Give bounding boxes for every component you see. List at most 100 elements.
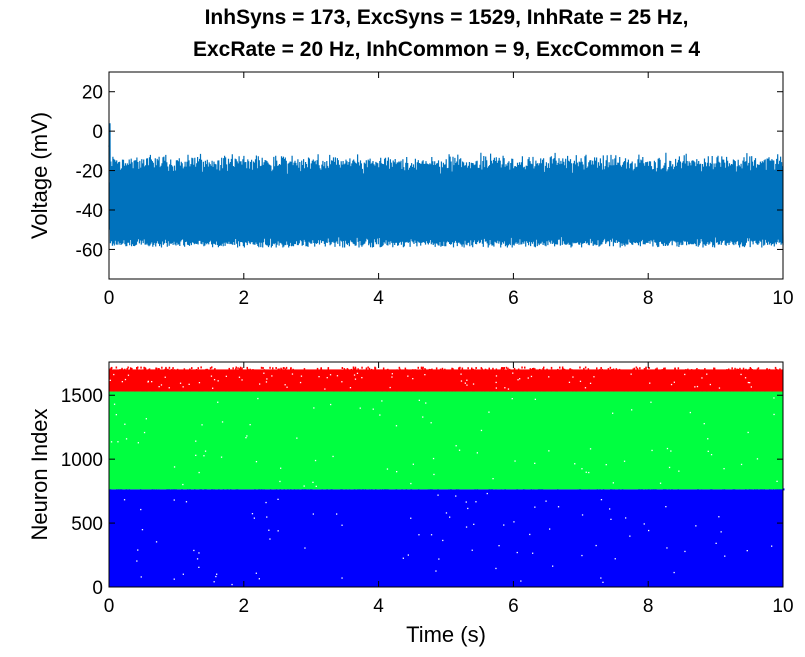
spike-gap (602, 581, 604, 583)
spike-gap (568, 381, 571, 383)
spike-gap (336, 375, 339, 377)
spike-dot (706, 390, 708, 393)
spike-dot (327, 367, 329, 370)
spike-gap (517, 379, 519, 381)
spike-dot (495, 390, 497, 393)
spike-gap (271, 375, 273, 377)
spike-dot (346, 368, 349, 371)
spike-dot (301, 488, 304, 491)
spike-dot (275, 367, 277, 369)
spike-gap (268, 529, 270, 531)
spike-gap (643, 523, 645, 525)
spike-gap (519, 378, 521, 380)
y-tick-label: 0 (92, 578, 103, 599)
spike-dot (228, 367, 230, 370)
spike-gap (216, 573, 218, 575)
spike-dot (526, 390, 528, 393)
figure-title-line-1: InhSyns = 173, ExcSyns = 1529, InhRate =… (204, 6, 689, 29)
spike-gap (684, 550, 686, 553)
spike-gap (600, 577, 602, 579)
x-tick-label: 6 (508, 596, 519, 617)
spike-dot (700, 489, 703, 492)
spike-dot (396, 369, 398, 372)
spike-dot (404, 369, 407, 372)
spike-dot (369, 489, 371, 492)
spike-dot (517, 368, 520, 371)
spike-gap (241, 379, 243, 381)
spike-dot (269, 488, 272, 491)
spike-gap (389, 386, 391, 389)
spike-gap (137, 549, 139, 551)
spike-gap (504, 387, 506, 389)
spike-dot (656, 369, 658, 372)
spike-dot (679, 391, 682, 394)
spike-dot (728, 368, 730, 371)
spike-gap (424, 374, 426, 376)
spike-dot (457, 489, 460, 492)
spike-dot (452, 368, 454, 371)
spike-dot (119, 369, 121, 372)
y-axis-label: Voltage (mV) (27, 112, 52, 239)
spike-gap (631, 409, 633, 411)
spike-dot (414, 369, 416, 372)
spike-dot (232, 367, 234, 370)
spike-gap (137, 442, 139, 444)
spike-gap (430, 534, 433, 536)
spike-dot (643, 368, 646, 371)
spike-gap (198, 382, 201, 384)
spike-gap (136, 560, 138, 562)
spike-dot (175, 488, 177, 491)
spike-gap (196, 558, 199, 560)
spike-dot (698, 369, 700, 372)
spike-gap (324, 388, 326, 390)
spike-dot (641, 488, 643, 491)
spike-dot (213, 489, 216, 492)
spike-dot (529, 368, 531, 371)
spike-dot (713, 391, 716, 393)
spike-dot (474, 369, 476, 372)
x-tick-label: 0 (104, 288, 115, 309)
spike-gap (750, 386, 752, 388)
spike-dot (508, 368, 511, 371)
spike-gap (610, 518, 612, 520)
spike-gap (213, 379, 216, 381)
spike-gap (432, 457, 435, 460)
spike-gap (724, 555, 726, 557)
spike-gap (245, 437, 247, 439)
spike-gap (472, 383, 475, 385)
spike-dot (115, 366, 118, 369)
spike-gap (572, 376, 574, 378)
spike-gap (534, 462, 536, 464)
spike-gap (445, 512, 448, 514)
spike-dot (211, 488, 213, 491)
spike-dot (761, 488, 763, 491)
spike-gap (513, 521, 515, 523)
spike-dot (155, 367, 157, 370)
spike-dot (452, 369, 455, 372)
spike-gap (747, 431, 749, 434)
spike-dot (285, 366, 288, 369)
spike-gap (330, 403, 332, 406)
spike-gap (418, 399, 420, 401)
spike-dot (578, 489, 581, 491)
spike-dot (303, 368, 306, 371)
spike-gap (665, 506, 667, 508)
spike-dot (492, 367, 494, 370)
spike-gap (124, 378, 127, 381)
spike-dot (214, 368, 216, 371)
spike-dot (365, 367, 368, 370)
spike-gap (718, 516, 720, 518)
spike-dot (508, 390, 511, 393)
spike-gap (257, 397, 259, 400)
spike-gap (579, 380, 582, 382)
axes-frame (108, 361, 784, 588)
spike-dot (745, 488, 747, 491)
spike-gap (215, 575, 217, 578)
spike-dot (262, 367, 264, 369)
spike-gap (435, 570, 437, 572)
y-tick-label: 500 (71, 514, 103, 535)
spike-dot (228, 391, 231, 394)
spike-dot (544, 391, 547, 394)
spike-dot (308, 391, 311, 394)
spike-dot (521, 366, 523, 369)
